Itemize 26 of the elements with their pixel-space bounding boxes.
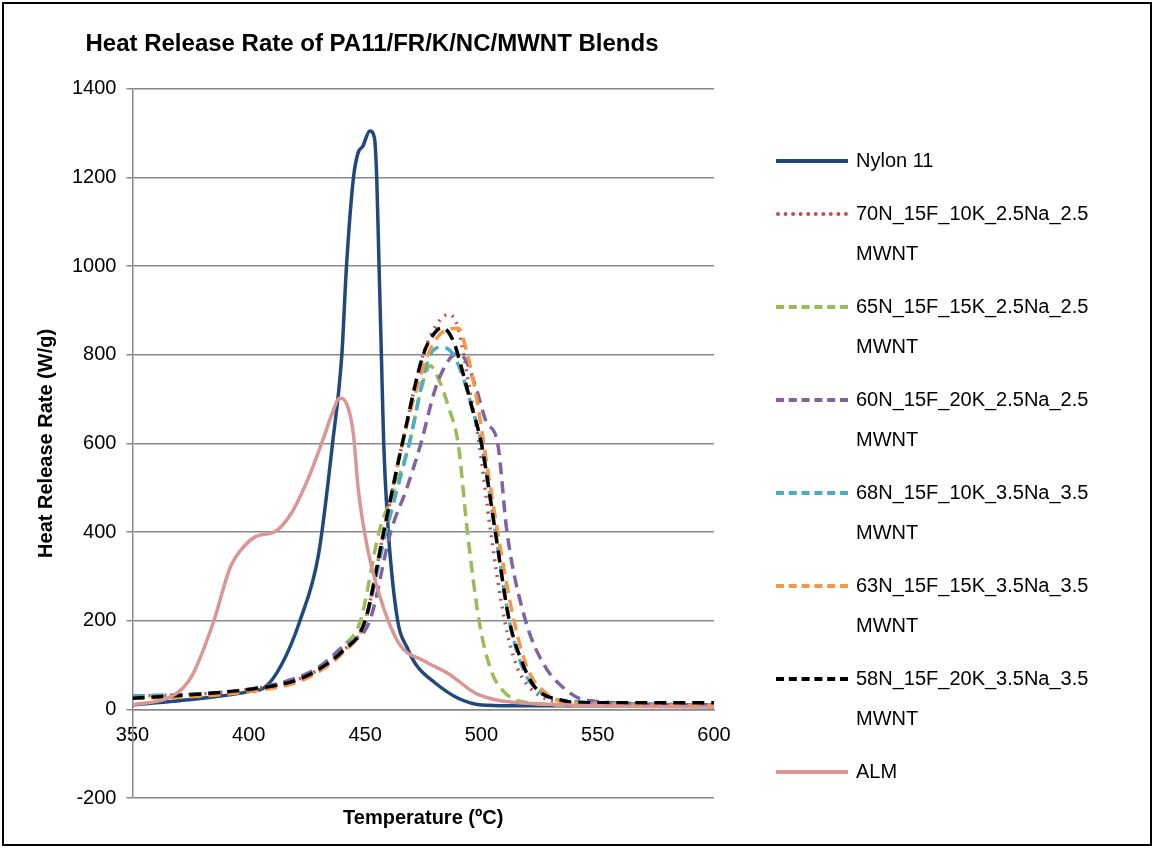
legend-label: 65N_15F_15K_2.5Na_2.5 MWNT bbox=[856, 294, 1090, 359]
x-tick-label: 450 bbox=[348, 722, 382, 745]
legend-label: 70N_15F_10K_2.5Na_2.5 MWNT bbox=[856, 201, 1090, 266]
y-tick-label: 400 bbox=[83, 519, 117, 542]
y-axis-title: Heat Release Rate (W/g) bbox=[33, 328, 56, 558]
y-tick-label: 1000 bbox=[71, 253, 117, 276]
legend-label: 63N_15F_15K_3.5Na_3.5 MWNT bbox=[856, 573, 1090, 638]
x-tick-label: 350 bbox=[115, 722, 150, 745]
y-tick-label: -200 bbox=[76, 785, 117, 808]
y-tick-label: 800 bbox=[83, 342, 117, 365]
x-axis-title: Temperature (ºC) bbox=[343, 805, 504, 828]
legend-label: 60N_15F_20K_2.5Na_2.5 MWNT bbox=[856, 387, 1090, 452]
legend-label: 58N_15F_20K_3.5Na_3.5 MWNT bbox=[856, 666, 1090, 731]
y-tick-label: 200 bbox=[83, 608, 117, 631]
x-tick-label: 400 bbox=[232, 722, 266, 745]
legend-label: ALM bbox=[856, 759, 899, 784]
y-tick-label: 1400 bbox=[71, 76, 117, 99]
y-tick-label: 1200 bbox=[71, 164, 117, 187]
legend-label: 68N_15F_10K_3.5Na_3.5 MWNT bbox=[856, 480, 1090, 545]
y-tick-label: 0 bbox=[105, 696, 117, 719]
x-tick-label: 500 bbox=[464, 722, 499, 745]
x-tick-label: 600 bbox=[697, 722, 731, 745]
legend-label: Nylon 11 bbox=[856, 148, 935, 173]
x-tick-label: 550 bbox=[581, 722, 615, 745]
y-tick-label: 600 bbox=[83, 430, 117, 453]
chart-title: Heat Release Rate of PA11/FR/K/NC/MWNT Blends bbox=[85, 29, 659, 57]
